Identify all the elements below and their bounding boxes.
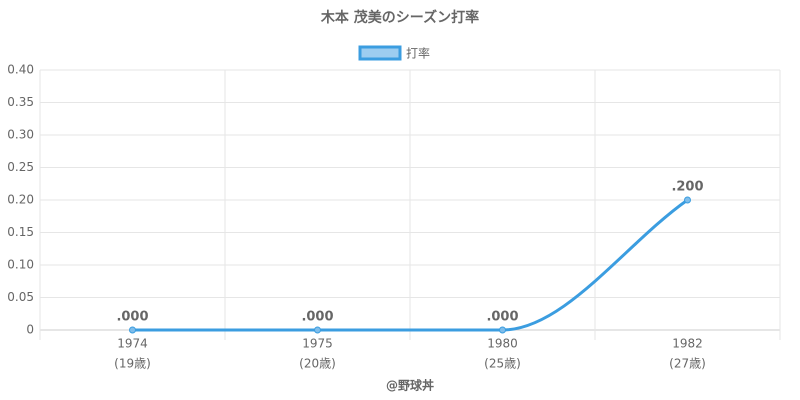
x-tick-sublabel: (27歳) — [669, 357, 706, 371]
line — [132, 198, 689, 332]
point — [684, 196, 691, 204]
y-tick-label: 0.10 — [7, 258, 34, 272]
chart-title: 木本 茂美のシーズン打率 — [320, 9, 479, 26]
point — [499, 326, 506, 334]
y-tick-label: 0.25 — [7, 160, 34, 174]
credit: @野球丼 — [386, 378, 434, 393]
y-tick-label: 0.40 — [7, 63, 34, 77]
y-tick-label: 0.05 — [7, 290, 34, 304]
y-tick-label: 0 — [26, 323, 34, 337]
x-tick-sublabel: (25歳) — [484, 357, 521, 371]
value-label: .200 — [671, 180, 703, 195]
legend-swatch — [358, 45, 402, 61]
point — [129, 326, 136, 334]
point — [314, 326, 321, 334]
value-label: .000 — [116, 310, 148, 325]
value-label: .000 — [486, 310, 518, 325]
y-tick-label: 0.35 — [7, 95, 34, 109]
y-tick-label: 0.15 — [7, 225, 34, 239]
y-tick-label: 0.30 — [7, 128, 34, 142]
x-tick-label: 1974 — [117, 337, 148, 351]
x-tick-sublabel: (20歳) — [299, 357, 336, 371]
x-tick-label: 1975 — [302, 337, 333, 351]
legend-label: 打率 — [406, 46, 430, 61]
x-tick-label: 1982 — [672, 337, 703, 351]
x-tick-label: 1980 — [487, 337, 518, 351]
value-label: .000 — [301, 310, 333, 325]
x-tick-sublabel: (19歳) — [114, 357, 151, 371]
y-tick-label: 0.20 — [7, 193, 34, 207]
